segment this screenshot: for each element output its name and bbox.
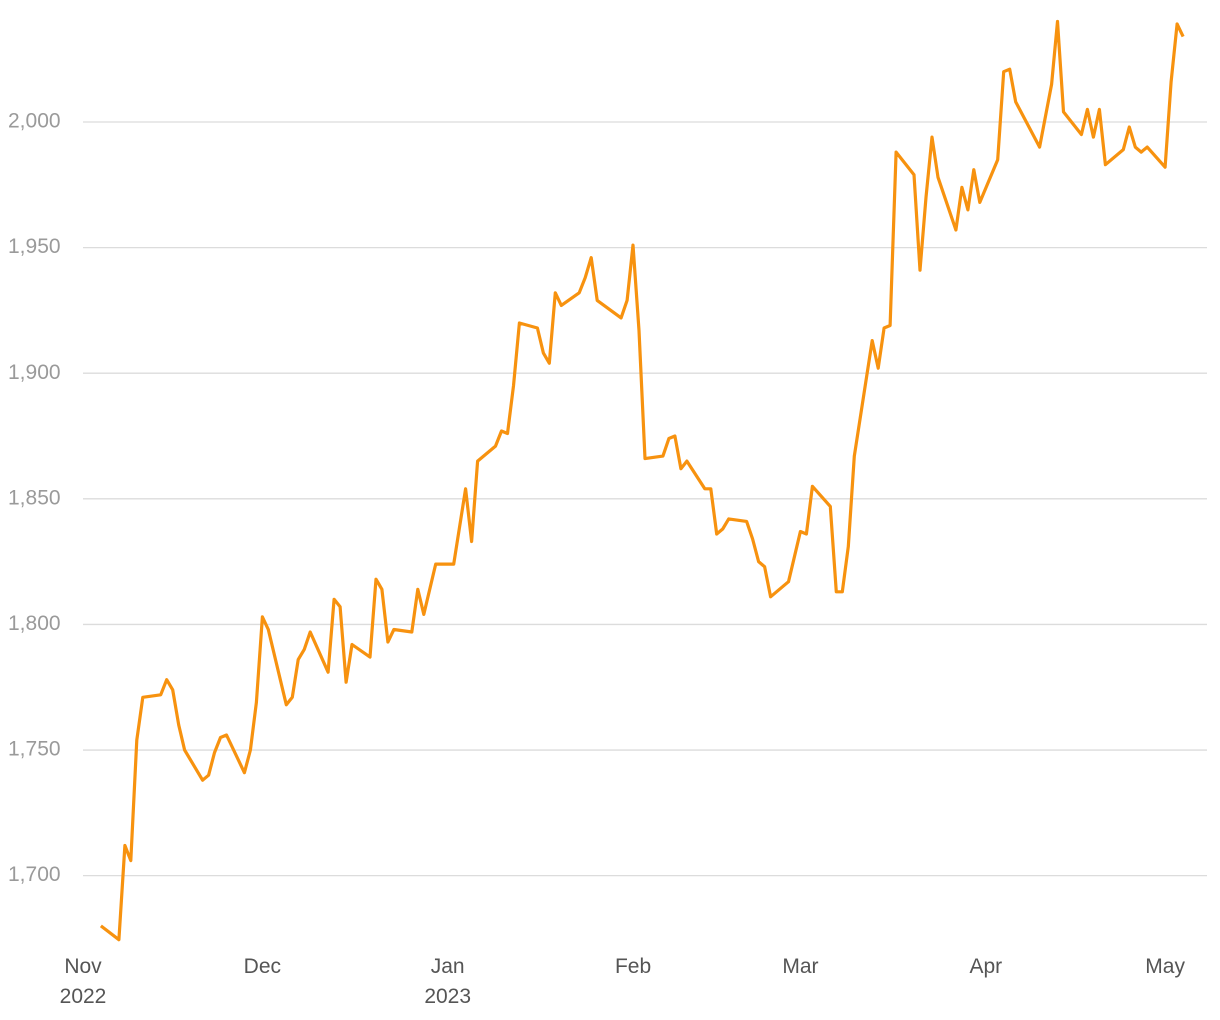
y-tick-label: 1,700 xyxy=(8,863,61,886)
y-tick-label: 1,800 xyxy=(8,612,61,635)
y-tick-label: 1,950 xyxy=(8,235,61,258)
x-tick-label: Apr xyxy=(969,955,1003,978)
line xyxy=(99,19,1185,942)
x-tick-label: Mar xyxy=(782,955,819,978)
x-tick-label: Nov 2022 xyxy=(59,955,107,1008)
x-tick-label: Feb xyxy=(614,955,652,978)
y-tick-label: 2,000 xyxy=(8,110,61,133)
y-tick-label: 1,750 xyxy=(8,738,61,761)
x-tick-label: May xyxy=(1145,955,1185,978)
y-tick-label: 1,900 xyxy=(8,361,61,384)
x-tick-label: Jan 2023 xyxy=(424,955,472,1008)
x-tick-label: Dec xyxy=(243,955,282,978)
y-tick-label: 1,850 xyxy=(8,486,61,509)
